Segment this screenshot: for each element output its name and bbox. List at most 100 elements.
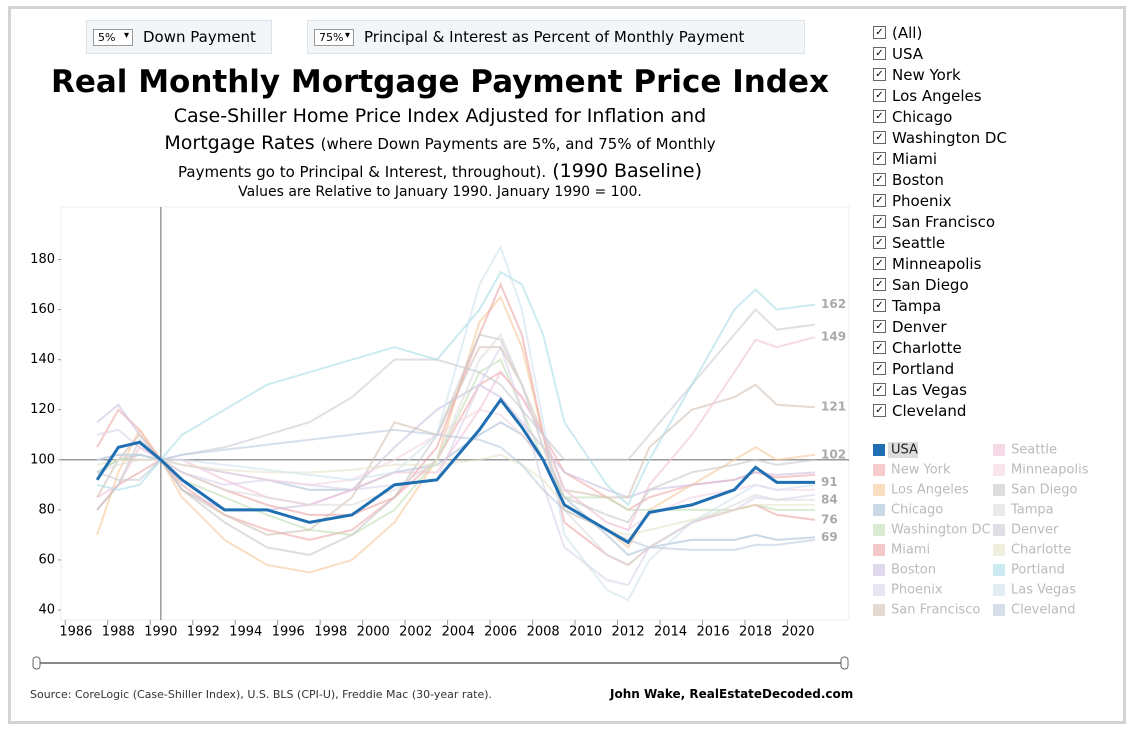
legend-item[interactable]: Boston: [873, 563, 936, 578]
checkbox[interactable]: ✓: [873, 89, 886, 102]
legend-label: Minneapolis: [1011, 463, 1089, 478]
checkbox[interactable]: ✓: [873, 110, 886, 123]
frame: [8, 6, 1126, 724]
filter-item[interactable]: ✓ Miami: [873, 148, 1007, 169]
legend-item[interactable]: USA: [873, 442, 918, 458]
legend-swatch: [873, 584, 885, 596]
legend-item[interactable]: Las Vegas: [993, 583, 1076, 598]
filter-item[interactable]: ✓ USA: [873, 43, 1007, 64]
filter-item[interactable]: ✓ Boston: [873, 169, 1007, 190]
checkbox[interactable]: ✓: [873, 152, 886, 165]
legend-label: Chicago: [891, 503, 943, 518]
legend-item[interactable]: Tampa: [993, 503, 1054, 518]
filter-label: Los Angeles: [892, 86, 982, 105]
legend-item[interactable]: Minneapolis: [993, 463, 1089, 478]
legend-item[interactable]: Miami: [873, 543, 930, 558]
legend-item[interactable]: Washington DC: [873, 523, 991, 538]
x-tick-label: 2010: [569, 625, 602, 640]
legend-item[interactable]: Portland: [993, 563, 1065, 578]
slider-handle[interactable]: [840, 656, 849, 670]
checkbox[interactable]: ✓: [873, 26, 886, 39]
checkbox[interactable]: ✓: [873, 404, 886, 417]
filter-item[interactable]: ✓ Cleveland: [873, 400, 1007, 421]
series-line: [96, 332, 816, 567]
filter-label: Chicago: [892, 107, 953, 126]
filter-label: San Francisco: [892, 212, 996, 231]
filter-item[interactable]: ✓ San Francisco: [873, 211, 1007, 232]
legend-item[interactable]: Cleveland: [993, 603, 1075, 618]
legend-item[interactable]: Charlotte: [993, 543, 1071, 558]
checkbox[interactable]: ✓: [873, 236, 886, 249]
checkbox[interactable]: ✓: [873, 131, 886, 144]
checkbox[interactable]: ✓: [873, 215, 886, 228]
filter-item[interactable]: ✓ Portland: [873, 358, 1007, 379]
legend-item[interactable]: Los Angeles: [873, 483, 969, 498]
y-tick-label: 100: [30, 452, 55, 467]
filter-item[interactable]: ✓ Tampa: [873, 295, 1007, 316]
checkbox[interactable]: ✓: [873, 68, 886, 81]
checkbox[interactable]: ✓: [873, 320, 886, 333]
series-line: [96, 270, 816, 507]
filter-item[interactable]: ✓ Charlotte: [873, 337, 1007, 358]
filter-item[interactable]: ✓ San Diego: [873, 274, 1007, 295]
legend-label: Portland: [1011, 563, 1065, 578]
filter-label: Las Vegas: [892, 380, 967, 399]
filter-item[interactable]: ✓ Washington DC: [873, 127, 1007, 148]
checkbox[interactable]: ✓: [873, 47, 886, 60]
series-line: [96, 333, 816, 556]
legend-label: Miami: [891, 543, 930, 558]
filter-item[interactable]: ✓ (All): [873, 22, 1007, 43]
checkbox[interactable]: ✓: [873, 383, 886, 396]
checkbox[interactable]: ✓: [873, 278, 886, 291]
legend-label: Washington DC: [891, 523, 991, 538]
filter-item[interactable]: ✓ Chicago: [873, 106, 1007, 127]
legend-item[interactable]: Phoenix: [873, 583, 943, 598]
legend-label: San Diego: [1011, 483, 1077, 498]
end-label: 162: [821, 297, 846, 311]
legend-item[interactable]: Denver: [993, 523, 1059, 538]
filter-item[interactable]: ✓ Minneapolis: [873, 253, 1007, 274]
legend-highlight: [888, 442, 918, 458]
y-tick-label: 180: [30, 252, 55, 267]
legend-label: Phoenix: [891, 583, 943, 598]
legend-swatch: [873, 564, 885, 576]
checkbox[interactable]: ✓: [873, 257, 886, 270]
x-tick-label: 2018: [739, 625, 772, 640]
filter-item[interactable]: ✓ Seattle: [873, 232, 1007, 253]
filter-item[interactable]: ✓ New York: [873, 64, 1007, 85]
checkbox[interactable]: ✓: [873, 341, 886, 354]
legend-item[interactable]: Chicago: [873, 503, 943, 518]
x-tick-label: 2014: [654, 625, 687, 640]
checkbox[interactable]: ✓: [873, 173, 886, 186]
legend-label: Cleveland: [1011, 603, 1075, 618]
note: Values are Relative to January 1990. Jan…: [238, 184, 642, 200]
filter-list: ✓ (All) ✓ USA ✓ New York ✓ Los Angeles ✓ Chicago ✓…: [873, 22, 1007, 421]
dropdown[interactable]: 75%: [314, 28, 354, 46]
filter-item[interactable]: ✓ Phoenix: [873, 190, 1007, 211]
legend-item[interactable]: San Diego: [993, 483, 1077, 498]
checkbox[interactable]: ✓: [873, 194, 886, 207]
legend-item[interactable]: Seattle: [993, 443, 1057, 458]
filter-label: Tampa: [892, 296, 942, 315]
legend-label: USA: [891, 443, 918, 458]
filter-item[interactable]: ✓ Denver: [873, 316, 1007, 337]
legend-swatch: [993, 444, 1005, 456]
filter-label: Charlotte: [892, 338, 962, 357]
checkbox[interactable]: ✓: [873, 299, 886, 312]
filter-item[interactable]: ✓ Las Vegas: [873, 379, 1007, 400]
checkbox[interactable]: ✓: [873, 362, 886, 375]
y-tick-label: 80: [38, 502, 55, 517]
filter-item[interactable]: ✓ Los Angeles: [873, 85, 1007, 106]
x-tick-label: 1986: [59, 625, 92, 640]
subtitle-part: Mortgage Rates: [164, 132, 315, 154]
legend-label: San Francisco: [891, 603, 980, 618]
legend-item[interactable]: San Francisco: [873, 603, 980, 618]
x-tick-label: 2006: [484, 625, 517, 640]
slider-handle[interactable]: [32, 656, 41, 670]
legend-label: Charlotte: [1011, 543, 1071, 558]
x-tick-label: 2004: [442, 625, 475, 640]
dropdown[interactable]: 5%: [93, 28, 133, 46]
legend-item[interactable]: New York: [873, 463, 951, 478]
